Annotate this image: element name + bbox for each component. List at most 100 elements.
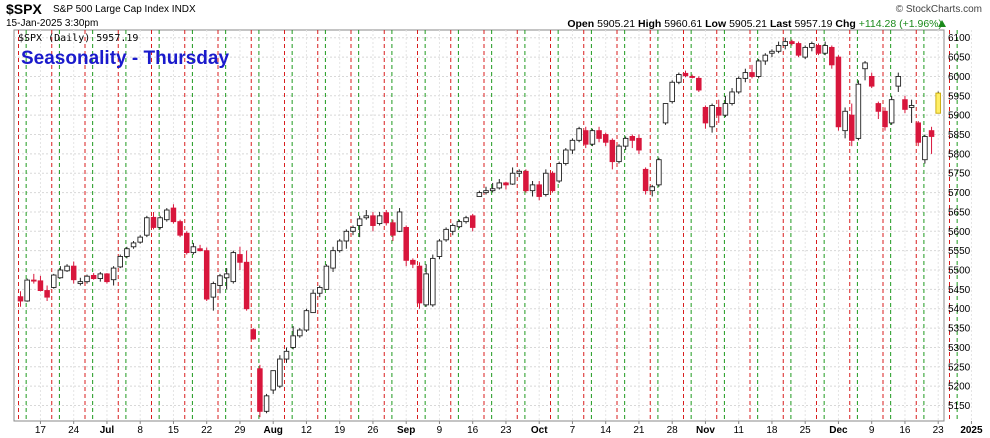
candle [430, 254, 436, 307]
candle [489, 182, 496, 193]
candle-body [835, 56, 842, 128]
candle-body [390, 222, 396, 236]
candle-body [523, 170, 529, 192]
candle-body [888, 99, 895, 124]
y-tick-label: 5200 [948, 382, 971, 393]
y-tick-label: 5750 [948, 169, 971, 180]
copyright[interactable]: © StockCharts.com [895, 4, 982, 15]
candle-body [602, 134, 609, 143]
candle [263, 393, 270, 414]
candle [370, 211, 376, 232]
candle-body [696, 77, 702, 91]
candle [875, 101, 882, 120]
candle-body [64, 265, 70, 272]
y-tick-label: 5550 [948, 246, 971, 257]
candle [749, 64, 755, 79]
candle [696, 76, 702, 92]
candle-body [689, 76, 695, 78]
x-tick-label: 25 [800, 425, 812, 436]
x-tick-label: 28 [667, 425, 679, 436]
candle [323, 264, 330, 290]
candle [735, 76, 742, 94]
candle-body [656, 159, 662, 186]
candle-body [496, 182, 503, 189]
candle-body [536, 184, 542, 197]
candle-body [363, 215, 370, 219]
candle [110, 266, 117, 286]
candle [330, 246, 336, 272]
candle-body [915, 122, 922, 143]
candle-body [197, 248, 203, 252]
candle [177, 219, 183, 238]
candle-body [37, 280, 44, 291]
candle [616, 144, 622, 164]
candle [782, 37, 789, 50]
candle [536, 180, 542, 201]
x-tick-label: Jul [100, 425, 115, 436]
candle [583, 126, 589, 149]
candle-body [509, 172, 516, 185]
candle-body [855, 83, 862, 139]
candle [290, 326, 296, 350]
candle [270, 370, 276, 394]
candle-body [70, 265, 77, 281]
x-tick-label: Sep [397, 425, 415, 436]
candle [456, 219, 463, 229]
candle-body [343, 230, 350, 242]
candle-body [902, 99, 908, 110]
candle [403, 225, 409, 267]
candle [37, 275, 44, 292]
candle [709, 103, 715, 133]
candle [902, 95, 908, 114]
candle-body [908, 105, 915, 108]
candle [283, 347, 290, 363]
candle-body [250, 329, 256, 340]
y-tick-label: 5400 [948, 304, 971, 315]
candles [17, 37, 941, 418]
x-tick-label: 11 [734, 425, 745, 436]
candle-body [257, 368, 263, 412]
candle-body [849, 114, 855, 141]
candle-body [430, 257, 436, 306]
candle-body [935, 92, 941, 114]
candle-body [775, 45, 782, 52]
candle-body [868, 76, 875, 87]
candle [589, 128, 596, 147]
y-tick-label: 5300 [948, 343, 971, 354]
candle-body [350, 226, 356, 232]
symbol: $SPX [6, 1, 42, 17]
y-tick-label: 6000 [948, 72, 971, 83]
candle-body [263, 395, 270, 412]
candle-body [383, 212, 390, 224]
low-value: 5905.21 [729, 18, 768, 30]
candle-body [370, 215, 376, 226]
candle [742, 68, 749, 83]
candle [636, 134, 642, 154]
candle-body [90, 274, 97, 279]
candle-body [529, 184, 536, 192]
candle-body [503, 182, 509, 186]
candle [888, 95, 895, 125]
candle [895, 72, 902, 92]
candle [356, 215, 363, 238]
candle-body [802, 46, 808, 58]
candle [277, 355, 283, 389]
x-tick-label: 18 [766, 425, 778, 436]
x-tick-label: 24 [68, 425, 80, 436]
candle-body [283, 350, 290, 360]
candle [390, 219, 396, 241]
candle-body [57, 269, 64, 279]
candle-body [330, 250, 336, 269]
x-tick-label: 23 [500, 425, 512, 436]
candle [31, 273, 37, 284]
candle [44, 285, 50, 301]
candle-body [662, 103, 669, 124]
candle-body [243, 261, 250, 310]
candle-body [928, 130, 935, 137]
candle [84, 274, 90, 284]
candle-body [24, 279, 30, 302]
candle [64, 264, 70, 272]
candle [722, 95, 729, 118]
x-tick-label: Dec [829, 425, 848, 436]
candle [203, 247, 210, 301]
